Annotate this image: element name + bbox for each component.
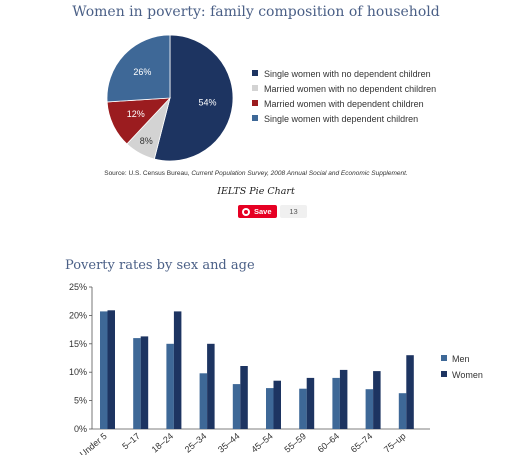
x-tick-label: 45–54 <box>249 431 275 455</box>
bar-legend-item: Men <box>441 353 470 365</box>
bar-men <box>365 389 374 429</box>
bar-men <box>133 338 141 429</box>
x-tick-label: 5–17 <box>120 431 142 452</box>
bar-women <box>339 369 348 429</box>
source-title: Current Population Survey, 2008 Annual S… <box>191 170 408 177</box>
pie-slice <box>106 34 171 103</box>
pie-legend-label: Married women with dependent children <box>264 99 424 109</box>
bar-women <box>406 355 414 429</box>
pie-legend-swatch <box>252 70 258 76</box>
bar-chart-title: Poverty rates by sex and age <box>65 258 255 273</box>
pie-legend-item: Single women with dependent children <box>252 113 418 125</box>
bar-legend-item: Women <box>441 369 483 381</box>
x-tick-label: Under 5 <box>78 431 109 455</box>
bar-legend-swatch <box>441 355 447 361</box>
pie-legend-label: Single women with no dependent children <box>264 69 431 79</box>
bar-legend-label: Men <box>452 354 470 364</box>
save-button-label: Save <box>254 207 272 216</box>
x-tick-label: 75–up <box>382 431 408 455</box>
pie-chart-title: Women in poverty: family composition of … <box>72 4 440 20</box>
x-tick-label: 55–59 <box>282 431 308 455</box>
bar-women <box>207 343 215 429</box>
pie-legend-item: Married women with no dependent children <box>252 83 436 95</box>
pie-legend-swatch <box>252 115 258 121</box>
x-tick-label: 18–24 <box>150 431 176 455</box>
y-tick-label: 0% <box>74 424 87 434</box>
pie-legend-swatch <box>252 85 258 91</box>
pie-legend-label: Single women with dependent children <box>264 114 419 124</box>
bar-women <box>107 310 115 429</box>
bar-women <box>140 336 149 429</box>
x-tick-label: 25–34 <box>183 431 209 455</box>
pie-slice-label: 54% <box>198 98 216 108</box>
pinterest-icon <box>242 207 250 216</box>
bar-men <box>232 384 241 429</box>
bar-men <box>266 388 274 429</box>
bar-men <box>398 393 407 429</box>
bar-women <box>306 377 315 429</box>
x-tick-label: 65–74 <box>349 431 375 455</box>
pie-legend-item: Single women with no dependent children <box>252 68 431 80</box>
bar-men <box>332 377 340 429</box>
bar-women <box>240 366 248 429</box>
source-prefix: Source: U.S. Census Bureau, <box>104 170 192 177</box>
pie-slice-label: 12% <box>127 109 145 119</box>
bar-legend-label: Women <box>452 370 483 380</box>
y-tick-label: 10% <box>69 367 87 377</box>
pie-slice <box>153 34 234 162</box>
pie-caption: IELTS Pie Chart <box>217 186 295 197</box>
pie-slice-label: 8% <box>140 136 153 146</box>
y-tick-label: 20% <box>69 310 87 320</box>
bar-women <box>273 380 281 429</box>
pie-legend-item: Married women with dependent children <box>252 98 424 110</box>
bar-men <box>100 311 108 429</box>
pinterest-save-button[interactable]: Save <box>238 205 277 218</box>
bar-men <box>166 343 174 429</box>
pie-source-note: Source: U.S. Census Bureau, Current Popu… <box>0 170 512 177</box>
bar-legend-swatch <box>441 371 447 377</box>
bar-women <box>173 311 182 429</box>
pie-slice-label: 26% <box>133 67 151 77</box>
x-tick-label: 60–64 <box>316 431 342 455</box>
pie-legend-label: Married women with no dependent children <box>264 84 437 94</box>
y-tick-label: 15% <box>69 339 87 349</box>
bar-women <box>373 371 381 429</box>
pie-legend-swatch <box>252 100 258 106</box>
bar-men <box>199 373 208 429</box>
x-tick-label: 35–44 <box>216 431 242 455</box>
y-tick-label: 5% <box>74 396 87 406</box>
save-count: 13 <box>280 205 307 218</box>
bar-men <box>299 388 307 429</box>
y-tick-label: 25% <box>69 282 87 292</box>
